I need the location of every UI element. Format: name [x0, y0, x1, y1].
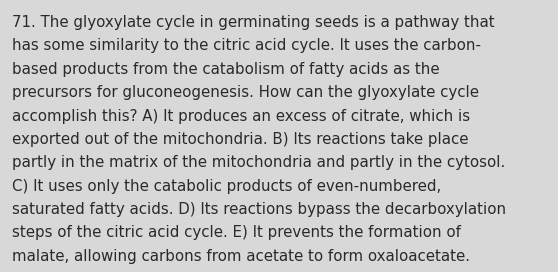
Text: saturated fatty acids. D) Its reactions bypass the decarboxylation: saturated fatty acids. D) Its reactions … [12, 202, 507, 217]
Text: based products from the catabolism of fatty acids as the: based products from the catabolism of fa… [12, 62, 440, 77]
Text: malate, allowing carbons from acetate to form oxaloacetate.: malate, allowing carbons from acetate to… [12, 249, 470, 264]
Text: C) It uses only the catabolic products of even-numbered,: C) It uses only the catabolic products o… [12, 179, 441, 194]
Text: 71. The glyoxylate cycle in germinating seeds is a pathway that: 71. The glyoxylate cycle in germinating … [12, 15, 495, 30]
Text: has some similarity to the citric acid cycle. It uses the carbon-: has some similarity to the citric acid c… [12, 38, 482, 53]
Text: precursors for gluconeogenesis. How can the glyoxylate cycle: precursors for gluconeogenesis. How can … [12, 85, 479, 100]
Text: accomplish this? A) It produces an excess of citrate, which is: accomplish this? A) It produces an exces… [12, 109, 470, 123]
Text: exported out of the mitochondria. B) Its reactions take place: exported out of the mitochondria. B) Its… [12, 132, 469, 147]
Text: partly in the matrix of the mitochondria and partly in the cytosol.: partly in the matrix of the mitochondria… [12, 155, 506, 170]
Text: steps of the citric acid cycle. E) It prevents the formation of: steps of the citric acid cycle. E) It pr… [12, 225, 461, 240]
